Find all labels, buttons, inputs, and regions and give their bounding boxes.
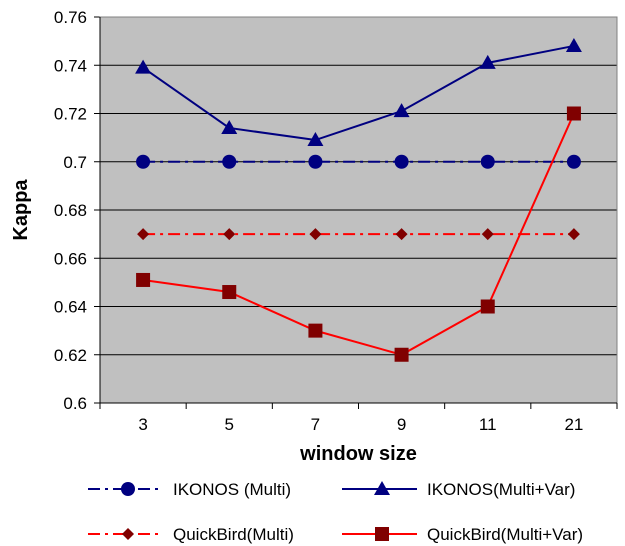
- x-tick-label: 21: [564, 415, 583, 434]
- legend-label: QuickBird(Multi+Var): [427, 525, 583, 544]
- series-1: [136, 154, 581, 169]
- legend-item-2: IKONOS(Multi+Var): [342, 480, 575, 499]
- data-point-circle: [480, 154, 495, 169]
- data-point-square: [480, 299, 495, 314]
- legend-item-3: QuickBird(Multi): [88, 525, 294, 544]
- legend-marker-square: [375, 527, 389, 541]
- y-tick-label: 0.62: [54, 346, 87, 365]
- data-point-triangle: [565, 37, 582, 52]
- y-axis-title: Kappa: [10, 179, 32, 241]
- x-tick-label: 11: [479, 415, 497, 434]
- series-line: [142, 44, 575, 142]
- legend-label: IKONOS(Multi+Var): [427, 480, 575, 499]
- legend: IKONOS (Multi) IKONOS(Multi+Var) QuickBird…: [88, 480, 583, 544]
- series-line: [142, 113, 575, 356]
- legend-label: IKONOS (Multi): [173, 480, 291, 499]
- data-point-square: [222, 285, 237, 300]
- legend-marker-triangle: [374, 481, 390, 495]
- data-point-diamond: [567, 228, 580, 241]
- data-point-square: [566, 106, 581, 121]
- y-tick-label: 0.7: [63, 153, 87, 172]
- series-4: [136, 106, 581, 362]
- data-point-diamond: [395, 228, 408, 241]
- data-point-circle: [566, 154, 581, 169]
- y-tick-label: 0.6: [63, 394, 87, 413]
- data-point-square: [308, 323, 323, 338]
- series-3: [137, 228, 580, 241]
- data-point-diamond: [223, 228, 236, 241]
- data-point-diamond: [481, 228, 494, 241]
- y-tick-label: 0.72: [54, 105, 87, 124]
- legend-label: QuickBird(Multi): [173, 525, 294, 544]
- x-tick-label: 9: [397, 415, 406, 434]
- x-tick-label: 3: [138, 415, 147, 434]
- legend-marker-diamond: [122, 528, 134, 540]
- data-point-triangle: [479, 54, 496, 69]
- y-tick-label: 0.74: [54, 56, 87, 75]
- y-tick-label: 0.76: [54, 8, 87, 27]
- y-tick-label: 0.66: [54, 249, 87, 268]
- data-point-triangle: [393, 103, 410, 118]
- x-tick-label: 5: [225, 415, 234, 434]
- data-point-square: [136, 272, 151, 287]
- data-point-circle: [136, 154, 151, 169]
- legend-marker-circle: [121, 482, 135, 496]
- axes: 0.6 0.62 0.64 0.66 0.68 0.7 0.72 0.74 0.76 3 5 7 9 11…: [54, 8, 618, 434]
- data-point-triangle: [307, 132, 324, 147]
- data-point-square: [394, 347, 409, 362]
- data-point-triangle: [221, 119, 238, 134]
- series-2: [135, 37, 582, 147]
- data-point-diamond: [137, 228, 150, 241]
- data-point-circle: [394, 154, 409, 169]
- x-axis-title: window size: [299, 443, 417, 465]
- data-point-circle: [222, 154, 237, 169]
- x-tick-label: 7: [311, 415, 320, 434]
- legend-item-1: IKONOS (Multi): [88, 480, 291, 499]
- data-point-circle: [308, 154, 323, 169]
- y-tick-label: 0.64: [54, 298, 87, 317]
- data-point-diamond: [309, 228, 322, 241]
- y-tick-label: 0.68: [54, 201, 87, 220]
- data-point-triangle: [135, 59, 152, 74]
- legend-item-4: QuickBird(Multi+Var): [342, 525, 583, 544]
- series-group: [135, 37, 582, 362]
